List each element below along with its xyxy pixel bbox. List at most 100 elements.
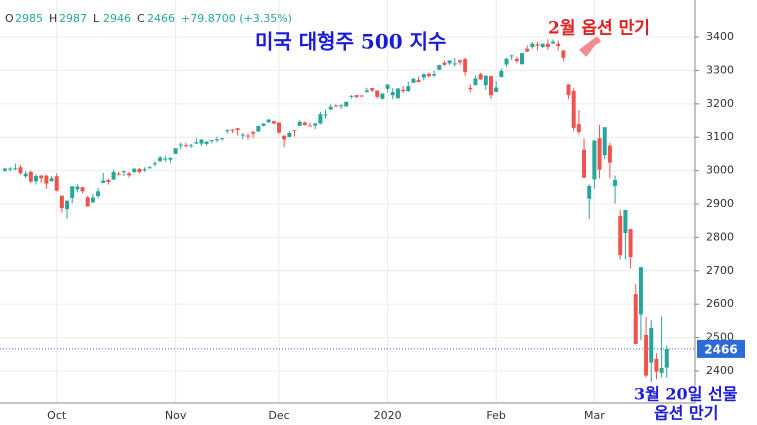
y-tick-label: 3000 (706, 164, 734, 177)
candle-body (582, 149, 587, 178)
candle-body (623, 210, 628, 234)
candle-body (395, 88, 400, 99)
candle-body (525, 48, 530, 52)
annotation: 3월 20일 선물 (634, 385, 738, 404)
candle-body (292, 130, 297, 132)
candle-body (49, 178, 54, 182)
last-price-box (697, 339, 745, 358)
candle-body (344, 101, 349, 107)
candle-body (189, 145, 194, 147)
candle-body (127, 173, 132, 176)
candle-body (488, 76, 493, 96)
candle-body (277, 122, 282, 133)
header-text: L (93, 12, 100, 25)
candle-body (339, 105, 344, 107)
candle-body (618, 216, 623, 256)
candle-body (597, 138, 602, 170)
candle-body (194, 142, 199, 144)
candle-body (204, 141, 209, 144)
candle-body (380, 93, 385, 99)
candle-body (354, 95, 359, 97)
candle-body (282, 135, 287, 140)
candle-body (152, 163, 157, 165)
candle-body (235, 128, 240, 130)
candle-body (576, 124, 581, 132)
candle-body (437, 65, 442, 70)
candle-body (535, 44, 540, 46)
candle-body (318, 114, 323, 124)
chart-title: 미국 대형주 500 지수 (255, 30, 446, 54)
candle-body (328, 106, 333, 110)
candle-body (545, 43, 550, 48)
x-tick-label: Nov (165, 409, 187, 422)
candle-body (628, 229, 633, 258)
candle-body (483, 75, 488, 86)
candle-body (90, 197, 95, 203)
candle-body (116, 173, 121, 175)
candle-body (245, 135, 250, 137)
y-tick-label: 3100 (706, 130, 734, 143)
candle-body (530, 43, 535, 48)
candle-body (147, 167, 152, 169)
candle-body (137, 168, 142, 172)
candle-body (261, 123, 266, 126)
candle-body (499, 71, 504, 78)
candle-body (44, 175, 49, 184)
annotation: 2월 옵션 만기 (548, 19, 650, 39)
candle-body (385, 84, 390, 89)
candle-body (80, 187, 85, 192)
candle-body (468, 87, 473, 90)
candle-body (370, 88, 375, 91)
candle-body (494, 87, 499, 92)
candle-body (183, 145, 188, 147)
candle-body (23, 173, 28, 177)
candle-body (297, 121, 302, 126)
candle-body (359, 95, 364, 97)
candle-body (209, 140, 214, 142)
candle-body (65, 200, 70, 210)
candle-body (375, 90, 380, 97)
candle-body (287, 132, 292, 137)
header-text: H (49, 12, 57, 25)
candle-body (199, 139, 204, 144)
candle-body (421, 74, 426, 78)
candle-body (106, 179, 111, 182)
candle-body (96, 191, 101, 196)
candle-body (308, 125, 313, 127)
candle-body (266, 119, 271, 123)
header-text: 2987 (59, 12, 87, 25)
candle-body (447, 60, 452, 64)
candle-body (551, 41, 556, 44)
header-text: 2466 (147, 12, 175, 25)
candle-body (654, 358, 659, 372)
candle-body (313, 123, 318, 126)
candle-body (349, 95, 354, 97)
candle-body (271, 121, 276, 124)
candle-body (644, 334, 649, 376)
y-tick-label: 2900 (706, 197, 734, 210)
candle-body (463, 59, 468, 73)
header-text: O (5, 12, 14, 25)
candle-body (452, 63, 457, 65)
y-tick-label: 2400 (706, 364, 734, 377)
candle-body (85, 197, 90, 207)
candle-body (230, 129, 235, 131)
candle-body (8, 168, 13, 170)
candle-body (163, 158, 168, 160)
candle-body (173, 148, 178, 154)
candle-body (457, 60, 462, 63)
candle-body (101, 180, 106, 183)
x-tick-label: Oct (47, 409, 67, 422)
candle-body (3, 168, 7, 171)
candle-body (520, 53, 524, 65)
candle-body (220, 138, 225, 140)
candle-body (333, 105, 338, 107)
candle-body (18, 167, 23, 174)
candle-body (13, 168, 18, 170)
candle-body (664, 348, 669, 368)
candle-body (638, 267, 643, 315)
candle-body (406, 86, 411, 92)
y-tick-label: 3400 (706, 30, 734, 43)
candle-body (649, 327, 654, 363)
candle-body (132, 168, 137, 172)
